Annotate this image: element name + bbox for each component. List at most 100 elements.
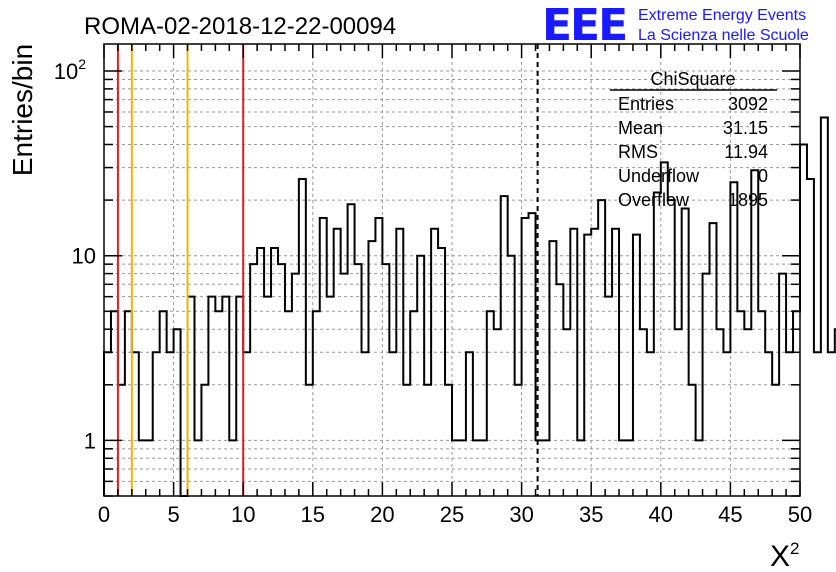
histogram-bin bbox=[744, 329, 751, 496]
histogram-bin bbox=[675, 329, 682, 496]
histogram-bin bbox=[640, 329, 647, 496]
histogram-bin bbox=[382, 264, 389, 496]
histogram-bin bbox=[153, 352, 160, 496]
stats-row-label: Mean bbox=[618, 118, 663, 138]
stats-row-label: Underflow bbox=[618, 166, 700, 186]
stats-box-title: ChiSquare bbox=[650, 69, 735, 89]
histogram-bin bbox=[821, 118, 828, 496]
histogram-bin bbox=[236, 297, 243, 496]
histogram-bin bbox=[508, 256, 515, 496]
histogram-bin bbox=[647, 352, 654, 496]
histogram-bin bbox=[104, 352, 111, 496]
stats-row-value: 31.15 bbox=[723, 118, 768, 138]
histogram-outline bbox=[103, 116, 836, 497]
eee-logo-mark: EEE bbox=[542, 0, 626, 51]
histogram-bin bbox=[751, 170, 758, 496]
chart-title: ROMA-02-2018-12-22-00094 bbox=[84, 13, 396, 40]
histogram-bin bbox=[466, 352, 473, 496]
x-axis-label-base: X bbox=[770, 540, 790, 572]
histogram-bin bbox=[501, 196, 508, 496]
x-tick-label: 25 bbox=[440, 502, 464, 527]
stats-box: ChiSquare Entries 3092 Mean 31.15 RMS 11.94 Un… bbox=[610, 69, 777, 210]
histogram-bin bbox=[598, 200, 605, 496]
histogram-bin bbox=[737, 311, 744, 496]
histogram-bin bbox=[188, 297, 195, 496]
histogram-bin bbox=[167, 352, 174, 496]
stats-row-value: 3092 bbox=[728, 94, 768, 114]
histogram-bin bbox=[522, 218, 529, 496]
histogram-bin bbox=[125, 311, 132, 496]
histogram-bin bbox=[438, 248, 445, 496]
y-tick-label: 1 bbox=[84, 428, 96, 453]
stats-row-value: 1895 bbox=[728, 190, 768, 210]
histogram-bin bbox=[362, 352, 369, 496]
eee-logo-line1: Extreme Energy Events bbox=[638, 7, 806, 24]
histogram-bin bbox=[215, 311, 222, 496]
histogram-bin bbox=[208, 297, 215, 496]
stats-row-label: RMS bbox=[618, 142, 658, 162]
histogram-bin bbox=[396, 229, 403, 496]
histogram-bin bbox=[375, 218, 382, 496]
histogram-bin bbox=[417, 256, 424, 496]
histogram-bin bbox=[668, 200, 675, 496]
stats-row-value: 11.94 bbox=[724, 142, 768, 162]
x-tick-label: 5 bbox=[167, 502, 179, 527]
histogram-bin bbox=[348, 204, 355, 496]
histogram-bin bbox=[355, 264, 362, 496]
x-tick-label: 45 bbox=[718, 502, 742, 527]
histogram-bin bbox=[758, 311, 765, 496]
histogram-bin bbox=[313, 311, 320, 496]
histogram-bin bbox=[494, 329, 501, 496]
stats-row-label: Entries bbox=[618, 94, 674, 114]
x-tick-label: 10 bbox=[231, 502, 255, 527]
histogram-bin bbox=[612, 229, 619, 496]
histogram-bin bbox=[556, 284, 563, 496]
histogram-bin bbox=[243, 352, 250, 496]
y-tick-label: 10 bbox=[72, 244, 96, 269]
y-tick-labels: 1 10 102 bbox=[54, 56, 96, 453]
x-axis-label-sup: 2 bbox=[790, 539, 799, 558]
histogram-bin bbox=[389, 352, 396, 496]
stats-row-value: 0 bbox=[758, 166, 768, 186]
histogram-bin bbox=[431, 229, 438, 496]
histogram-bin bbox=[654, 192, 661, 496]
histogram-bin bbox=[278, 264, 285, 496]
histogram-bin bbox=[334, 229, 341, 496]
histogram-bin bbox=[487, 311, 494, 496]
marker-lines bbox=[116, 44, 539, 496]
histogram-bin bbox=[807, 179, 814, 496]
x-tick-label: 35 bbox=[579, 502, 603, 527]
histogram-bin bbox=[410, 311, 417, 496]
histogram-bin bbox=[765, 352, 772, 496]
stats-row-label: Overflow bbox=[618, 190, 690, 210]
eee-logo-line2: La Scienza nelle Scuole bbox=[638, 27, 809, 44]
histogram-bin bbox=[160, 311, 167, 496]
histogram-bars bbox=[103, 116, 836, 497]
histogram-bin bbox=[320, 218, 327, 496]
histogram-bin bbox=[549, 241, 556, 496]
histogram-bin bbox=[174, 329, 181, 496]
histogram-bin bbox=[285, 311, 292, 496]
histogram-bin bbox=[814, 352, 821, 496]
y-axis-label: Entries/bin bbox=[7, 44, 38, 176]
x-tick-label: 0 bbox=[98, 502, 110, 527]
histogram-bin bbox=[327, 297, 334, 496]
histogram-bin bbox=[605, 297, 612, 496]
eee-logo: EEE Extreme Energy Events La Scienza nel… bbox=[542, 0, 809, 51]
histogram-bin bbox=[786, 352, 793, 496]
histogram-bin bbox=[271, 248, 278, 496]
histogram-bin bbox=[716, 329, 723, 496]
histogram-bin bbox=[250, 264, 257, 496]
axes bbox=[103, 43, 801, 497]
x-tick-label: 50 bbox=[788, 502, 812, 527]
histogram-bin bbox=[563, 329, 570, 496]
x-tick-labels: 0 5 10 15 20 25 30 35 40 45 50 bbox=[98, 502, 812, 527]
x-tick-label: 20 bbox=[370, 502, 394, 527]
stats-rows: Entries 3092 Mean 31.15 RMS 11.94 Underflow 0 Ov… bbox=[618, 94, 768, 210]
histogram-bin bbox=[132, 352, 139, 496]
histogram-bin bbox=[828, 352, 835, 496]
x-tick-label: 30 bbox=[509, 502, 533, 527]
x-tick-label: 40 bbox=[649, 502, 673, 527]
histogram-bin bbox=[591, 229, 598, 496]
